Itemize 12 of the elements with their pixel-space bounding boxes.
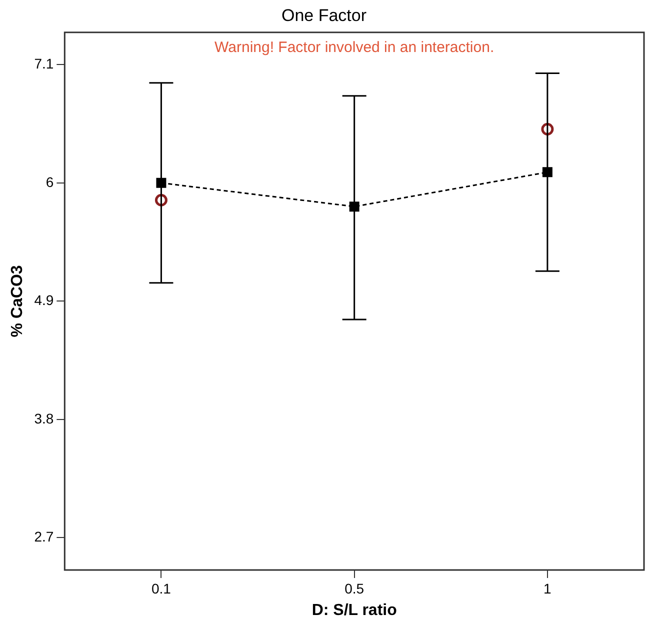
x-tick-label: 1: [544, 580, 552, 596]
y-tick-label: 2.7: [34, 528, 54, 545]
annotation: Warning! Factor involved in an interaction.: [214, 39, 494, 56]
y-tick-label: 3.8: [34, 410, 54, 426]
chart-title: One Factor: [281, 6, 367, 25]
y-axis-title: % CaCO3: [9, 265, 26, 338]
x-tick-label: 0.1: [151, 580, 172, 596]
y-tick-label: 4.9: [34, 292, 54, 308]
x-tick-label: 0.5: [344, 580, 364, 596]
x-axis-title: D: S/L ratio: [312, 602, 398, 619]
y-tick-label: 6: [46, 174, 54, 190]
y-tick-label: 7.1: [34, 56, 54, 72]
